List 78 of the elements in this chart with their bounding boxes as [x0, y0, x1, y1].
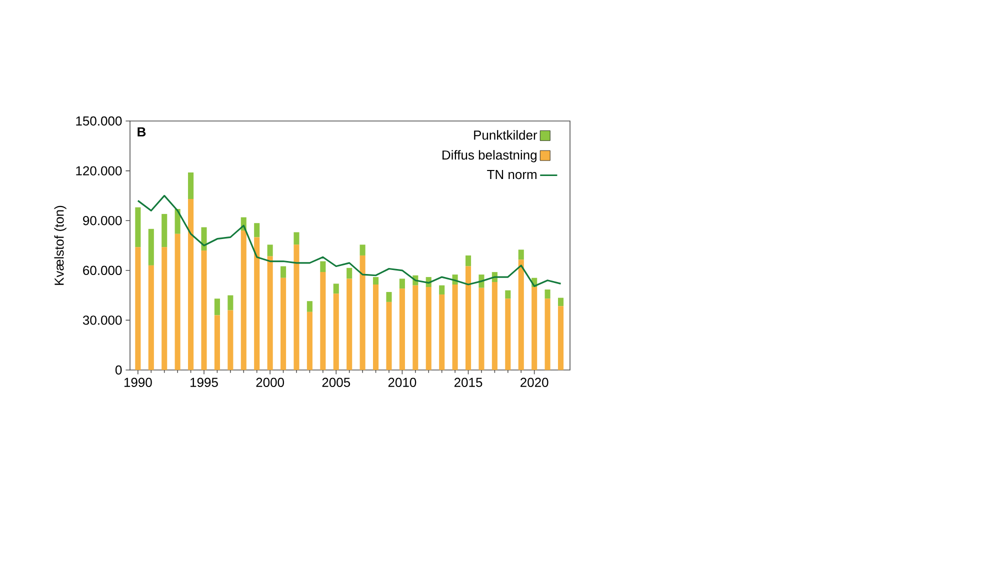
bar — [399, 288, 405, 370]
bar — [188, 199, 194, 370]
bar — [465, 255, 472, 266]
bar — [399, 278, 405, 289]
legend-label: TN norm — [487, 170, 536, 180]
bar — [254, 223, 260, 238]
bar — [294, 232, 300, 245]
bar — [386, 292, 392, 302]
y-tick-label: 30.000 — [82, 316, 122, 325]
bar — [228, 310, 234, 370]
annotation: B — [138, 127, 146, 136]
bar — [148, 265, 154, 370]
bar — [320, 261, 326, 272]
bar — [412, 285, 418, 370]
line-series — [137, 194, 562, 287]
bar — [373, 284, 379, 370]
bar — [558, 306, 564, 370]
bar — [162, 214, 168, 248]
bar — [280, 278, 286, 370]
bar — [373, 277, 379, 285]
bar — [306, 312, 312, 370]
bar — [254, 237, 260, 370]
bar — [214, 315, 220, 370]
bar — [346, 278, 352, 370]
bar — [505, 290, 511, 299]
bar — [532, 286, 538, 370]
y-tick-label: 0 — [115, 365, 122, 375]
x-tick-label: 2010 — [388, 378, 416, 388]
bar — [439, 294, 445, 370]
bar — [228, 295, 234, 310]
y-tick-label: 60.000 — [83, 266, 122, 275]
bar — [452, 284, 458, 370]
y-tick-label: 90.000 — [83, 216, 122, 226]
bar — [214, 298, 220, 316]
bar — [360, 244, 366, 256]
y-tick-label: 120.000 — [76, 166, 122, 176]
bar — [544, 298, 550, 370]
bar — [148, 228, 154, 266]
x-tick-label: 2015 — [454, 378, 482, 388]
bar — [135, 247, 141, 370]
bar — [346, 268, 352, 279]
legend-label: Diffus belastning — [442, 150, 536, 162]
bar — [426, 286, 432, 370]
bar — [558, 298, 564, 306]
bar — [174, 208, 180, 234]
bar — [333, 294, 339, 370]
bar — [505, 298, 511, 370]
bar — [201, 227, 207, 250]
bar — [280, 266, 286, 278]
bar — [162, 247, 168, 370]
bar — [320, 272, 326, 370]
y-tick-label: 150.000 — [76, 116, 122, 126]
bar — [267, 256, 273, 370]
bar — [465, 266, 472, 370]
bar — [478, 288, 484, 370]
legend-label: Punktkilder — [474, 130, 538, 140]
bar — [240, 230, 246, 370]
bar — [386, 302, 392, 370]
bar — [492, 282, 498, 370]
bar — [439, 285, 445, 294]
bar — [333, 284, 339, 294]
x-tick-label: 2005 — [322, 378, 350, 388]
bar — [174, 234, 180, 370]
bar — [518, 260, 524, 370]
bar — [306, 301, 312, 312]
bar — [544, 289, 550, 299]
x-tick-label: 2000 — [256, 378, 284, 388]
bar — [267, 244, 273, 256]
bar — [188, 172, 194, 200]
bar — [360, 255, 366, 370]
bar — [201, 250, 207, 370]
bar — [294, 244, 300, 370]
bar — [135, 207, 141, 248]
bar — [518, 250, 524, 260]
x-tick-label: 1995 — [190, 378, 218, 388]
x-tick-label: 2020 — [520, 378, 548, 388]
y-axis-title: Kvælstof (ton) — [54, 206, 66, 285]
x-tick-label: 1990 — [124, 378, 152, 388]
